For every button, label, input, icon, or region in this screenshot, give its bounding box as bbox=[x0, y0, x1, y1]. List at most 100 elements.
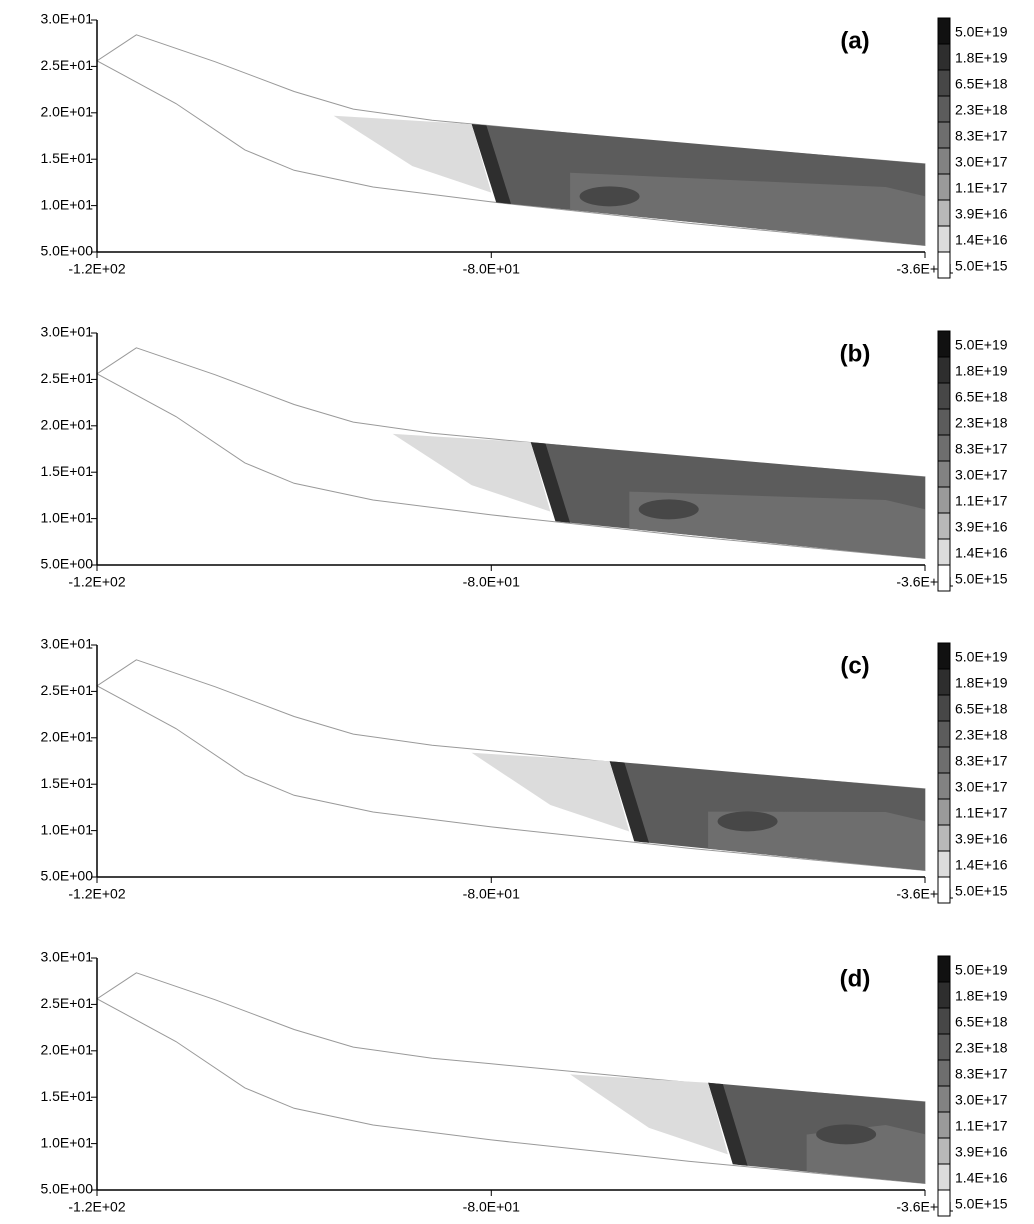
colorbar-label: 6.5E+18 bbox=[955, 76, 1008, 92]
colorbar-swatch bbox=[937, 798, 951, 826]
colorbar-swatch bbox=[937, 1111, 951, 1139]
colorbar-swatch bbox=[937, 955, 951, 983]
plasma-region-lower bbox=[570, 172, 925, 246]
colorbar-swatch bbox=[937, 121, 951, 149]
colorbar-label: 3.9E+16 bbox=[955, 1144, 1008, 1160]
colorbar-label: 2.3E+18 bbox=[955, 727, 1008, 743]
colorbar-label: 6.5E+18 bbox=[955, 1014, 1008, 1030]
colorbar-label: 5.0E+15 bbox=[955, 571, 1008, 587]
y-tick-label: 1.5E+01 bbox=[40, 150, 93, 166]
y-tick-label: 5.0E+00 bbox=[40, 1181, 93, 1197]
y-tick-label: 1.5E+01 bbox=[40, 1088, 93, 1104]
colorbar-swatch bbox=[937, 225, 951, 253]
colorbar-label: 8.3E+17 bbox=[955, 128, 1008, 144]
colorbar-label: 6.5E+18 bbox=[955, 389, 1008, 405]
y-tick-label: 3.0E+01 bbox=[40, 636, 93, 652]
x-tick-label: -1.2E+02 bbox=[68, 261, 125, 277]
colorbar-label: 1.4E+16 bbox=[955, 545, 1008, 561]
colorbar-label: 5.0E+19 bbox=[955, 337, 1008, 353]
colorbar-label: 8.3E+17 bbox=[955, 441, 1008, 457]
transition-region bbox=[471, 752, 630, 832]
colorbar-label: 1.8E+19 bbox=[955, 675, 1008, 691]
y-tick-label: 1.0E+01 bbox=[40, 509, 93, 525]
colorbar-swatch bbox=[937, 1033, 951, 1061]
x-tick-label: -8.0E+01 bbox=[463, 261, 520, 277]
y-tick-label: 5.0E+00 bbox=[40, 243, 93, 259]
colorbar-label: 5.0E+19 bbox=[955, 649, 1008, 665]
colorbar-label: 8.3E+17 bbox=[955, 1066, 1008, 1082]
colorbar-swatch bbox=[937, 1085, 951, 1113]
y-tick-label: 1.0E+01 bbox=[40, 821, 93, 837]
colorbar-label: 1.1E+17 bbox=[955, 180, 1008, 196]
colorbar-swatch bbox=[937, 824, 951, 852]
colorbar-swatch bbox=[937, 1007, 951, 1035]
plasma-blob bbox=[717, 811, 778, 832]
panel-label: (b) bbox=[840, 340, 871, 367]
y-tick-label: 1.5E+01 bbox=[40, 463, 93, 479]
colorbar-swatch bbox=[937, 69, 951, 97]
colorbar-swatch bbox=[937, 981, 951, 1009]
colorbar-label: 1.4E+16 bbox=[955, 857, 1008, 873]
colorbar-swatch bbox=[937, 1189, 951, 1217]
colorbar-label: 5.0E+19 bbox=[955, 962, 1008, 978]
colorbar-label: 1.4E+16 bbox=[955, 232, 1008, 248]
y-tick-label: 1.0E+01 bbox=[40, 1134, 93, 1150]
y-tick-label: 5.0E+00 bbox=[40, 556, 93, 572]
colorbar-label: 3.0E+17 bbox=[955, 779, 1008, 795]
plasma-front bbox=[609, 761, 649, 843]
colorbar-swatch bbox=[937, 460, 951, 488]
plasma-front bbox=[708, 1082, 748, 1166]
y-tick-label: 2.0E+01 bbox=[40, 104, 93, 120]
colorbar-swatch bbox=[937, 564, 951, 592]
colorbar-label: 2.3E+18 bbox=[955, 415, 1008, 431]
x-tick-label: -8.0E+01 bbox=[463, 1199, 520, 1215]
plasma-blob bbox=[816, 1124, 877, 1145]
x-tick-label: -1.2E+02 bbox=[68, 574, 125, 590]
x-tick-label: -8.0E+01 bbox=[463, 574, 520, 590]
colorbar-swatch bbox=[937, 720, 951, 748]
colorbar-swatch bbox=[937, 17, 951, 45]
colorbar-label: 1.1E+17 bbox=[955, 1118, 1008, 1134]
colorbar-swatch bbox=[937, 147, 951, 175]
colorbar-label: 1.1E+17 bbox=[955, 493, 1008, 509]
panel-label: (c) bbox=[840, 652, 869, 679]
colorbar-swatch bbox=[937, 486, 951, 514]
y-tick-label: 2.5E+01 bbox=[40, 682, 93, 698]
colorbar-label: 1.4E+16 bbox=[955, 1170, 1008, 1186]
colorbar-swatch bbox=[937, 382, 951, 410]
colorbar-swatch bbox=[937, 95, 951, 123]
colorbar-swatch bbox=[937, 538, 951, 566]
colorbar-label: 1.8E+19 bbox=[955, 988, 1008, 1004]
colorbar-label: 5.0E+15 bbox=[955, 883, 1008, 899]
colorbar-label: 1.8E+19 bbox=[955, 50, 1008, 66]
colorbar-label: 8.3E+17 bbox=[955, 753, 1008, 769]
colorbar-swatch bbox=[937, 694, 951, 722]
y-tick-label: 2.5E+01 bbox=[40, 995, 93, 1011]
colorbar-swatch bbox=[937, 43, 951, 71]
colorbar-swatch bbox=[937, 668, 951, 696]
colorbar-label: 3.0E+17 bbox=[955, 467, 1008, 483]
plasma-blob bbox=[579, 186, 640, 207]
colorbar-swatch bbox=[937, 356, 951, 384]
panel-label: (a) bbox=[840, 27, 869, 54]
y-tick-label: 5.0E+00 bbox=[40, 868, 93, 884]
colorbar-swatch bbox=[937, 330, 951, 358]
colorbar-swatch bbox=[937, 251, 951, 279]
colorbar-label: 3.9E+16 bbox=[955, 519, 1008, 535]
colorbar-swatch bbox=[937, 876, 951, 904]
colorbar-label: 5.0E+15 bbox=[955, 258, 1008, 274]
colorbar-label: 1.1E+17 bbox=[955, 805, 1008, 821]
colorbar-swatch bbox=[937, 746, 951, 774]
y-tick-label: 2.5E+01 bbox=[40, 57, 93, 73]
colorbar-label: 3.9E+16 bbox=[955, 831, 1008, 847]
colorbar-label: 3.0E+17 bbox=[955, 1092, 1008, 1108]
y-tick-label: 3.0E+01 bbox=[40, 324, 93, 340]
y-tick-label: 3.0E+01 bbox=[40, 11, 93, 27]
colorbar-swatch bbox=[937, 850, 951, 878]
colorbar-label: 2.3E+18 bbox=[955, 102, 1008, 118]
colorbar-swatch bbox=[937, 199, 951, 227]
colorbar-swatch bbox=[937, 772, 951, 800]
plasma-front bbox=[530, 442, 571, 523]
transition-region bbox=[333, 115, 492, 193]
